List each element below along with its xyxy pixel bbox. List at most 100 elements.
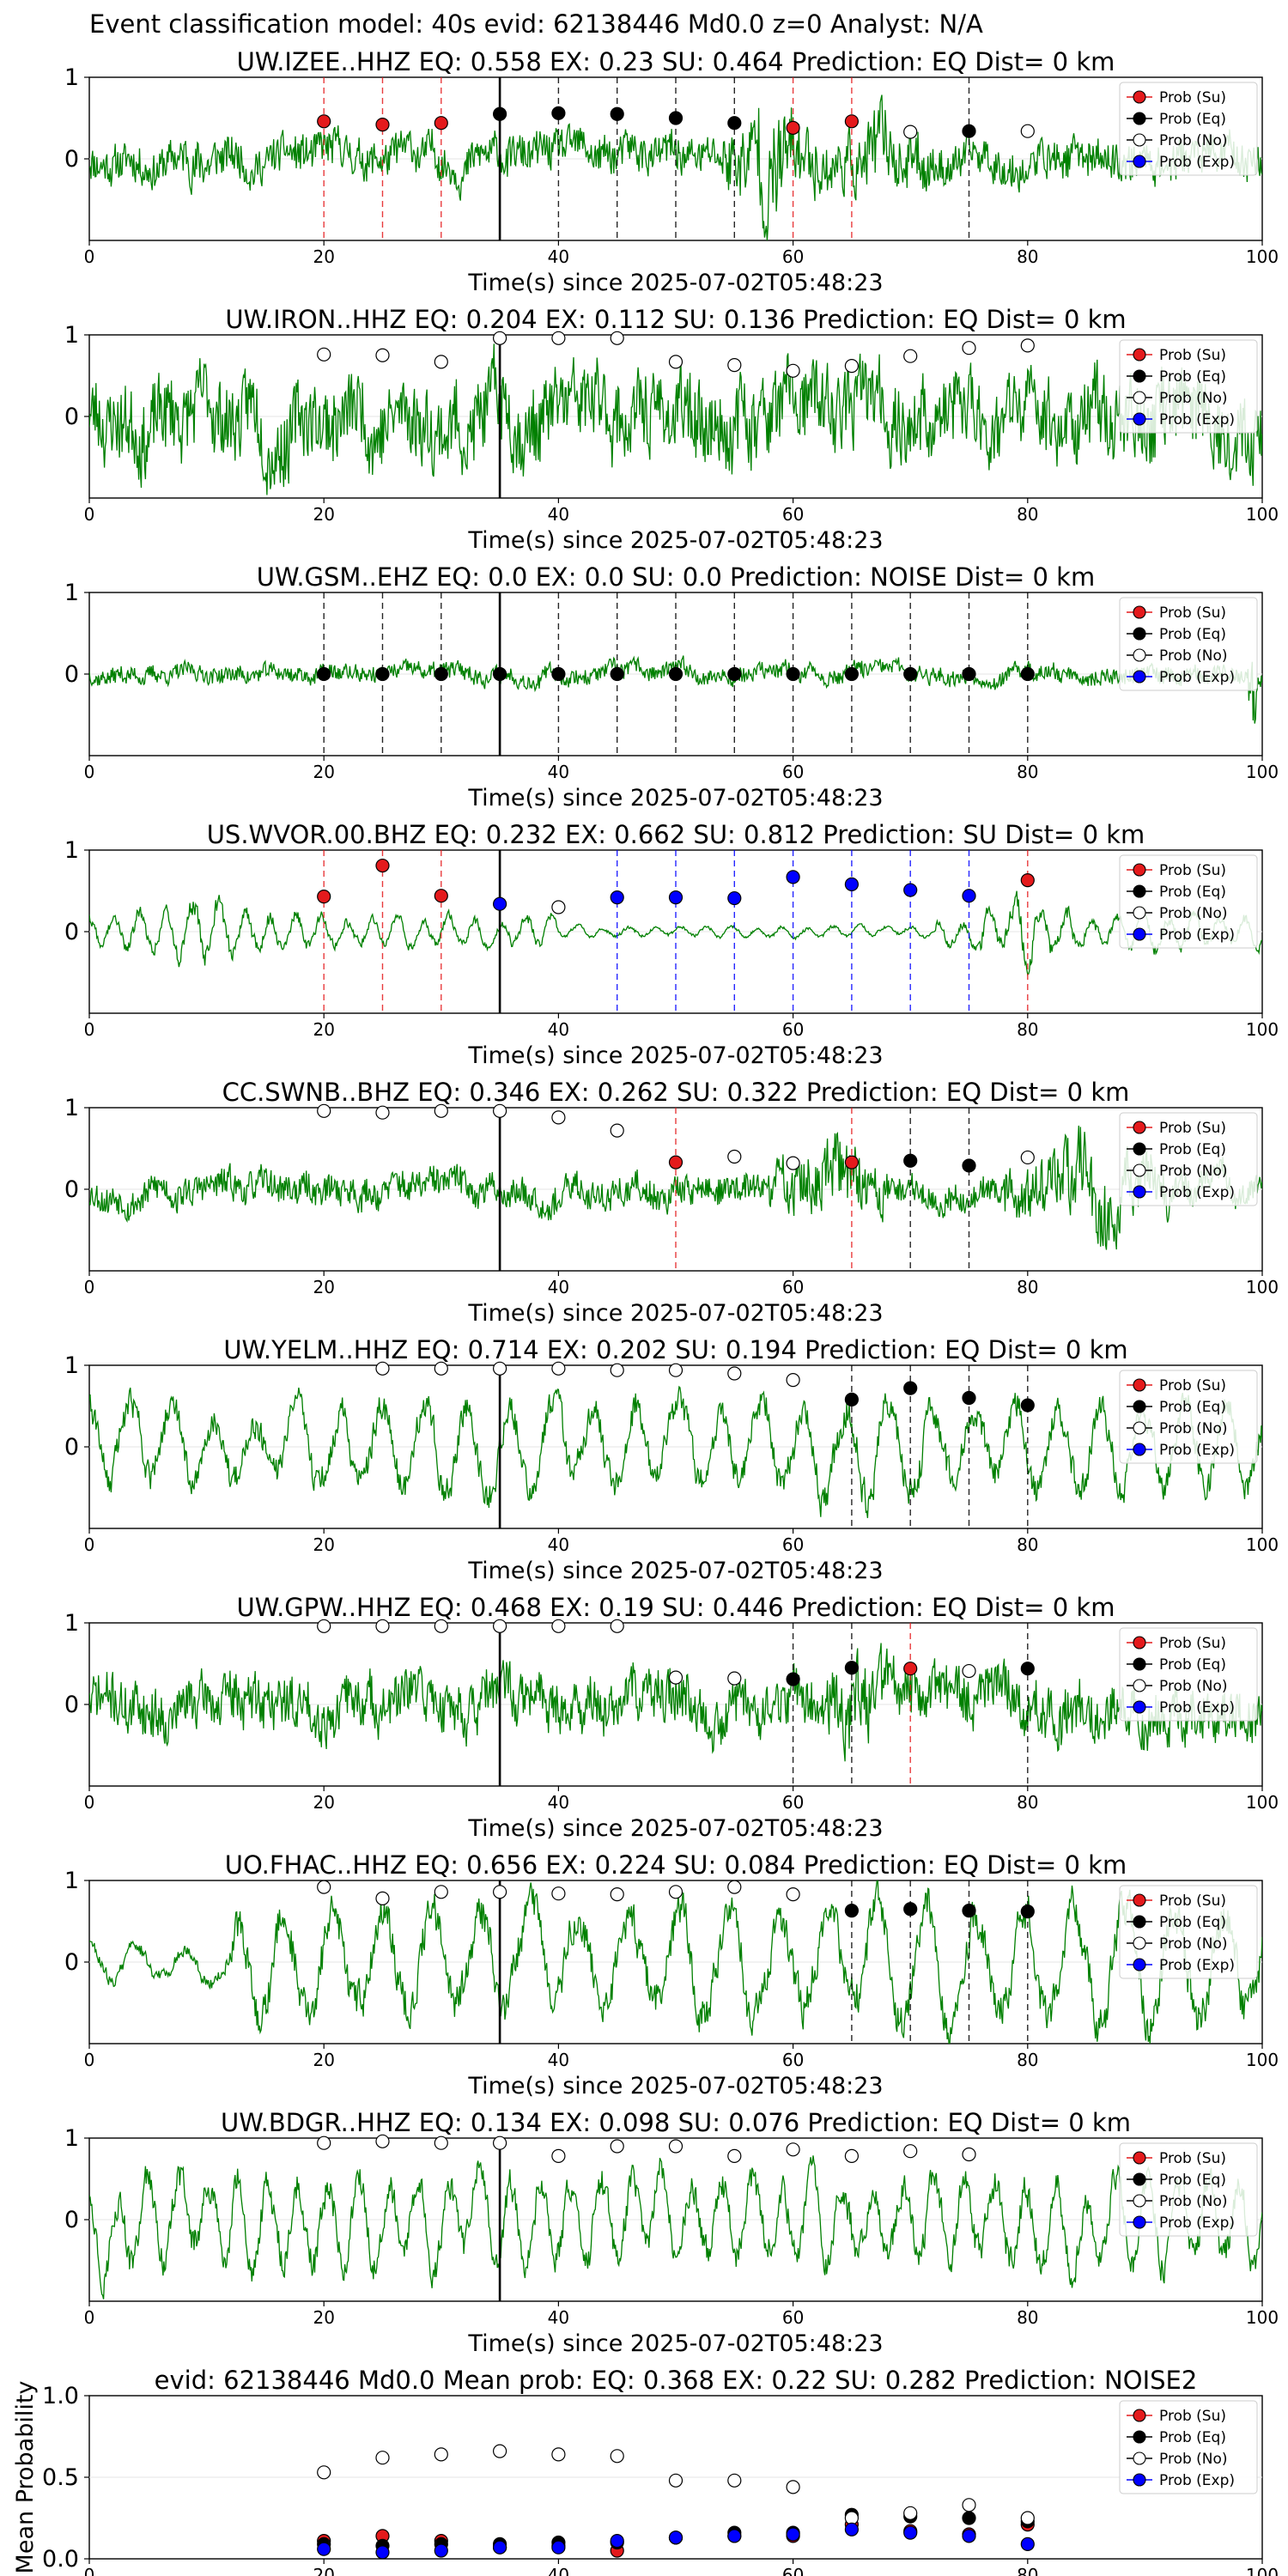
- y-tick-label: 1: [64, 580, 79, 606]
- legend-label-exp: Prob (Exp): [1159, 1184, 1235, 1201]
- data-point-no: [668, 1885, 683, 1899]
- data-point-eq: [492, 106, 507, 121]
- data-point-no: [492, 1619, 507, 1633]
- legend-marker-su: [1133, 90, 1146, 104]
- data-point-no: [610, 1619, 624, 1633]
- data-point-no: [610, 2449, 624, 2464]
- data-point-no: [786, 1887, 800, 1902]
- legend: Prob (Su) Prob (Eq) Prob (No) Prob (Exp): [1119, 82, 1258, 176]
- legend-label-eq: Prob (Eq): [1159, 1914, 1226, 1931]
- y-tick-label: 0: [64, 2207, 79, 2233]
- legend-box: [1119, 339, 1258, 434]
- legend-marker-exp: [1133, 1700, 1146, 1714]
- x-tick-label: 60: [782, 762, 804, 782]
- x-tick-label: 0: [84, 504, 95, 525]
- x-tick-label: 100: [1246, 246, 1279, 267]
- x-tick-label: 20: [313, 762, 334, 782]
- x-tick-label: 20: [313, 1019, 334, 1040]
- data-point-no: [727, 1880, 742, 1894]
- x-tick-label: 20: [313, 504, 334, 525]
- data-point-no: [786, 363, 800, 378]
- legend-marker-eq: [1133, 627, 1146, 641]
- y-tick-label: 0: [64, 919, 79, 945]
- data-point-no: [903, 125, 918, 139]
- data-point-su: [375, 118, 390, 132]
- legend-label-no: Prob (No): [1159, 390, 1228, 407]
- data-point-exp: [962, 2529, 976, 2543]
- data-point-exp: [903, 883, 918, 897]
- x-tick-label: 60: [782, 246, 804, 267]
- data-point-no: [551, 2447, 566, 2462]
- x-tick-label: 60: [782, 1019, 804, 1040]
- x-tick-label: 80: [1017, 762, 1038, 782]
- x-tick-label: 0: [84, 2565, 95, 2576]
- data-point-eq: [727, 666, 742, 682]
- x-tick-label: 0: [84, 1019, 95, 1040]
- data-point-no: [375, 1619, 390, 1633]
- data-point-no: [317, 1619, 331, 1633]
- legend-marker-exp: [1133, 927, 1146, 941]
- data-point-eq: [434, 666, 448, 682]
- legend-label-exp: Prob (Exp): [1159, 1442, 1235, 1459]
- data-point-no: [668, 2139, 683, 2154]
- x-tick-label: 40: [548, 504, 569, 525]
- legend-marker-no: [1133, 1421, 1146, 1435]
- data-point-eq: [844, 1904, 860, 1918]
- data-point-eq: [844, 1392, 860, 1407]
- legend-marker-eq: [1133, 1400, 1146, 1413]
- data-point-no: [551, 1619, 566, 1633]
- x-tick-label: 100: [1246, 1792, 1279, 1813]
- x-tick-label: 100: [1246, 2050, 1279, 2070]
- y-tick-label: 1.0: [42, 2383, 79, 2409]
- data-point-eq: [962, 1158, 976, 1173]
- chart-panel-9: UW.BDGR..HHZ EQ: 0.134 EX: 0.098 SU: 0.0…: [64, 2108, 1279, 2357]
- chart-panel-10: evid: 62138446 Md0.0 Mean prob: EQ: 0.36…: [12, 2366, 1279, 2576]
- data-point-eq: [610, 666, 624, 682]
- legend-label-exp: Prob (Exp): [1159, 2472, 1235, 2489]
- data-point-exp: [844, 2522, 860, 2537]
- data-point-eq: [375, 666, 390, 682]
- data-point-no: [844, 2148, 860, 2163]
- data-point-eq: [962, 2511, 976, 2525]
- data-point-exp: [962, 889, 976, 903]
- y-tick-label: 1: [64, 1610, 79, 1637]
- y-tick-label: 0: [64, 146, 79, 173]
- x-tick-label: 40: [548, 2050, 569, 2070]
- x-tick-label: 20: [313, 2307, 334, 2328]
- y-tick-label: 0.0: [42, 2546, 79, 2573]
- chart-title: UW.GPW..HHZ EQ: 0.468 EX: 0.19 SU: 0.446…: [237, 1593, 1115, 1622]
- data-point-no: [551, 1110, 566, 1125]
- x-tick-label: 60: [782, 1534, 804, 1555]
- waveform-trace: [89, 890, 1262, 976]
- data-point-su: [434, 116, 448, 131]
- legend-label-eq: Prob (Eq): [1159, 1399, 1226, 1416]
- legend-marker-su: [1133, 605, 1146, 619]
- data-point-eq: [844, 1661, 860, 1675]
- legend-marker-su: [1133, 863, 1146, 877]
- x-tick-label: 60: [782, 2307, 804, 2328]
- data-point-eq: [844, 666, 860, 682]
- legend-label-no: Prob (No): [1159, 1935, 1228, 1953]
- legend-marker-exp: [1133, 155, 1146, 168]
- data-point-no: [1020, 124, 1035, 138]
- data-point-no: [962, 2147, 976, 2162]
- y-tick-label: 0: [64, 1692, 79, 1718]
- legend-label-no: Prob (No): [1159, 2451, 1228, 2468]
- data-point-no: [610, 1887, 624, 1902]
- data-point-no: [610, 331, 624, 345]
- legend-label-su: Prob (Su): [1159, 605, 1226, 622]
- data-point-no: [317, 2465, 331, 2480]
- legend-label-su: Prob (Su): [1159, 862, 1226, 879]
- legend-label-eq: Prob (Eq): [1159, 1656, 1226, 1674]
- x-tick-label: 100: [1246, 1534, 1279, 1555]
- legend-box: [1119, 82, 1258, 176]
- data-point-eq: [962, 1904, 976, 1918]
- legend-label-su: Prob (Su): [1159, 2150, 1226, 2167]
- legend-marker-no: [1133, 2451, 1146, 2465]
- x-tick-label: 0: [84, 1277, 95, 1297]
- chart-panel-3: UW.GSM..EHZ EQ: 0.0 EX: 0.0 SU: 0.0 Pred…: [64, 562, 1279, 811]
- legend-marker-no: [1133, 1679, 1146, 1692]
- data-point-exp: [668, 890, 683, 905]
- data-point-eq: [786, 666, 800, 682]
- legend-marker-su: [1133, 1378, 1146, 1392]
